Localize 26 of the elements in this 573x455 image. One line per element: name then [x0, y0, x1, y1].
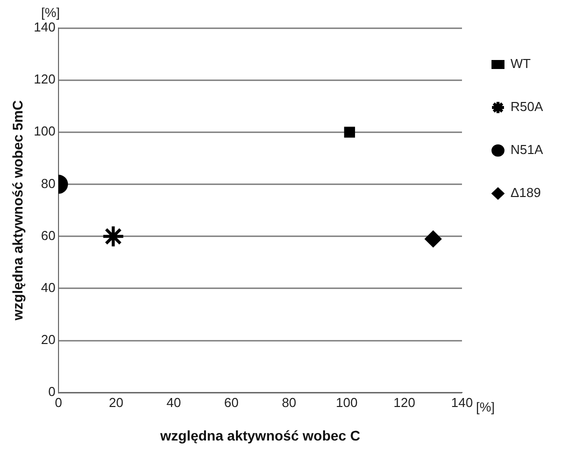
y-tick-label: 100 — [34, 124, 56, 139]
legend-label: Δ189 — [510, 185, 541, 200]
y-axis-title: względna aktywność wobec 5mC — [9, 100, 26, 322]
y-tick-label: 60 — [41, 228, 56, 243]
y-tick-label: 80 — [41, 176, 56, 191]
text: [%] — [476, 400, 495, 415]
y-tick-label: 140 — [34, 20, 56, 35]
x-tick-label: 80 — [282, 394, 296, 410]
y-tick-label: 20 — [41, 332, 56, 348]
point — [102, 224, 125, 248]
x-tick-label: 120 — [393, 394, 416, 410]
x-tick-label: 40 — [166, 394, 182, 410]
legend-label: WT — [510, 56, 531, 72]
y-tick-label: 0 — [48, 384, 56, 400]
point — [344, 126, 356, 138]
legend-label: R50A — [510, 99, 544, 114]
x-tick-label: 60 — [224, 394, 239, 410]
y-tick-label: 40 — [41, 280, 56, 296]
x-axis-title: względna aktywność wobec C — [159, 427, 360, 444]
text: [%] — [41, 5, 60, 20]
x-tick-label: 20 — [108, 394, 124, 410]
legend-label: N51A — [510, 142, 544, 158]
point — [424, 230, 442, 248]
x-tick-label: 100 — [336, 394, 358, 410]
x-tick-label: 140 — [451, 394, 473, 410]
y-tick-label: 120 — [34, 72, 56, 87]
